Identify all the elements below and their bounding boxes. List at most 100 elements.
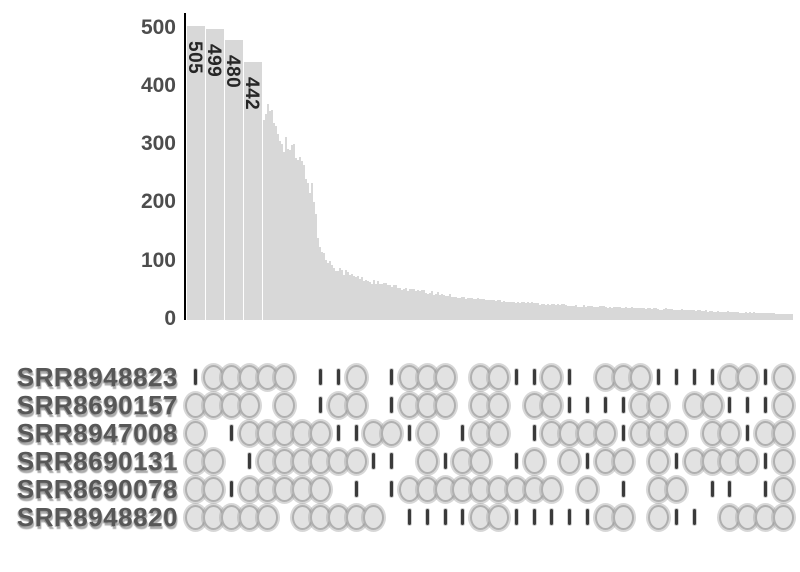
matrix-dot — [612, 504, 634, 530]
matrix-tick — [710, 369, 714, 385]
bar — [545, 304, 547, 320]
bar — [743, 312, 745, 320]
bar — [709, 311, 711, 320]
bar — [763, 313, 765, 320]
matrix-tick — [443, 509, 447, 525]
bar — [789, 313, 791, 320]
matrix-tick — [372, 453, 376, 469]
matrix-dot — [488, 420, 509, 446]
bar — [695, 310, 697, 320]
bar — [751, 312, 753, 320]
matrix-tick — [675, 453, 678, 469]
bar — [269, 110, 271, 320]
bar — [401, 290, 403, 320]
bar — [325, 260, 327, 320]
bar — [407, 291, 409, 320]
bar — [607, 307, 609, 320]
bar — [775, 313, 777, 320]
bar — [463, 296, 465, 320]
bar — [519, 302, 521, 320]
bar — [377, 280, 379, 320]
matrix-tick — [586, 453, 589, 469]
row-label: SRR8948823 — [16, 362, 178, 392]
bar — [329, 260, 331, 320]
bar — [465, 298, 467, 320]
matrix-tick — [425, 509, 429, 525]
bar — [497, 300, 499, 320]
bar — [683, 309, 685, 320]
row-label: SRR8690078 — [16, 474, 178, 504]
matrix-dot — [737, 448, 759, 474]
row-label: SRR8690131 — [16, 446, 178, 476]
matrix-dot — [772, 392, 794, 418]
bar — [533, 303, 535, 320]
matrix-tick — [657, 369, 661, 385]
matrix-tick — [710, 481, 714, 497]
matrix-dot — [381, 420, 403, 446]
matrix-dot — [594, 420, 616, 446]
bar — [685, 310, 687, 320]
bar — [701, 310, 703, 320]
bar — [429, 292, 431, 320]
bar — [767, 312, 769, 320]
bar — [611, 308, 613, 320]
bar — [441, 294, 443, 320]
bar — [661, 309, 663, 320]
matrix-tick — [746, 425, 750, 441]
bar — [687, 309, 689, 320]
matrix-dot — [363, 504, 385, 530]
y-tick-label: 400 — [140, 73, 176, 97]
matrix-tick — [336, 369, 340, 385]
matrix-dot — [772, 448, 794, 474]
bar — [317, 238, 319, 320]
bar — [689, 310, 691, 320]
matrix-tick — [408, 509, 411, 525]
matrix-tick — [443, 453, 447, 469]
bar — [761, 312, 763, 320]
bar — [363, 281, 365, 320]
bar — [543, 303, 545, 320]
matrix-dot — [416, 420, 438, 446]
bar — [501, 301, 503, 320]
matrix-dot — [772, 364, 794, 390]
matrix-tick — [568, 369, 572, 385]
bar — [315, 213, 317, 320]
matrix-tick — [354, 481, 358, 497]
bar — [711, 310, 713, 320]
bar — [715, 311, 717, 320]
bar — [435, 294, 437, 320]
bar — [745, 312, 747, 320]
bar — [681, 309, 683, 320]
row-label: SRR8948820 — [16, 502, 178, 532]
bar — [599, 306, 601, 320]
bar — [617, 307, 619, 320]
matrix-dot — [238, 392, 260, 418]
bar — [343, 274, 345, 320]
matrix-tick — [621, 397, 625, 413]
bar — [439, 295, 441, 320]
matrix-tick — [764, 369, 767, 385]
bar — [667, 309, 669, 320]
bar — [499, 300, 501, 320]
bar — [345, 270, 347, 320]
bar — [425, 292, 427, 320]
bar — [551, 303, 553, 320]
bar — [605, 306, 607, 320]
matrix-tick — [336, 425, 340, 441]
bar — [773, 313, 775, 320]
bar — [206, 29, 224, 320]
bar — [679, 309, 681, 320]
bar — [559, 304, 561, 320]
bar — [779, 313, 781, 320]
bar — [723, 311, 725, 320]
y-tick-label: 100 — [140, 248, 176, 272]
bar — [437, 292, 439, 320]
bar — [279, 141, 281, 320]
bar — [299, 157, 301, 320]
bar — [379, 283, 381, 320]
bar — [527, 302, 529, 320]
matrix-dot — [345, 364, 367, 390]
bar — [265, 114, 267, 320]
bar — [725, 311, 727, 320]
bar — [393, 284, 395, 320]
